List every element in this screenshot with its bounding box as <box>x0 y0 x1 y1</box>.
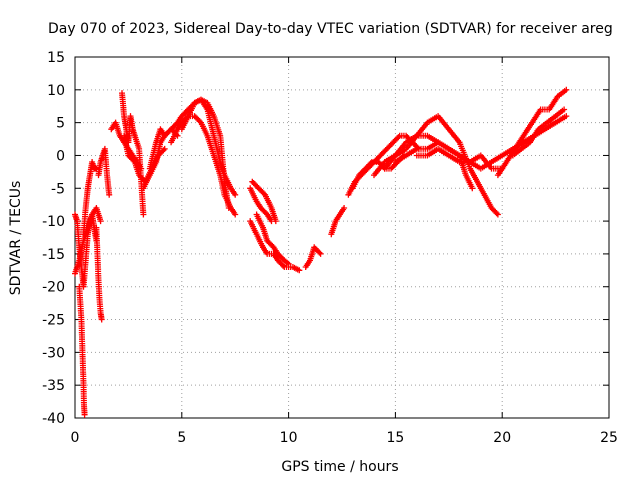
series-track-22 <box>371 113 501 218</box>
x-axis-ticks: 0 5 10 15 20 25 <box>71 57 618 446</box>
data-markers <box>509 106 568 159</box>
data-markers <box>371 113 501 218</box>
y-tick-label: 15 <box>47 50 65 66</box>
series-track-15 <box>247 185 275 225</box>
data-markers <box>72 211 100 290</box>
series-track-13 <box>178 96 232 211</box>
series-track-17 <box>253 211 292 267</box>
data-markers <box>392 113 570 172</box>
y-tick-label: -5 <box>51 181 65 197</box>
data-markers <box>249 178 279 225</box>
data-markers <box>93 224 105 323</box>
series-track-24 <box>392 113 570 172</box>
x-tick-label: 0 <box>71 430 80 446</box>
y-tick-label: 0 <box>56 148 65 164</box>
y-tick-label: 10 <box>47 83 65 99</box>
y-tick-label: -40 <box>42 411 65 427</box>
x-tick-label: 20 <box>493 430 511 446</box>
x-tick-label: 10 <box>280 430 298 446</box>
series-track-19 <box>328 205 348 238</box>
data-markers <box>302 244 324 270</box>
y-axis-label: SDTVAR / TECUs <box>8 181 24 296</box>
x-tick-label: 15 <box>386 430 404 446</box>
series-track-27 <box>509 106 568 159</box>
y-tick-label: 5 <box>56 116 65 132</box>
grid <box>75 57 609 418</box>
data-markers <box>95 145 113 198</box>
series-track-25 <box>413 145 506 172</box>
data-markers <box>80 159 100 238</box>
data-markers <box>328 205 348 238</box>
data-markers <box>178 96 232 211</box>
series-track-26 <box>494 86 570 179</box>
series-track-14 <box>247 218 303 274</box>
series-track-5 <box>93 224 105 323</box>
y-tick-label: -35 <box>42 378 65 394</box>
data-markers <box>247 218 303 274</box>
plot-frame <box>74 56 610 419</box>
chart-title: Day 070 of 2023, Sidereal Day-to-day VTE… <box>48 21 613 37</box>
x-axis-label: GPS time / hours <box>281 459 398 475</box>
y-tick-label: -30 <box>42 345 65 361</box>
series-track-4 <box>80 159 100 238</box>
data-points <box>72 86 570 418</box>
data-markers <box>247 185 275 225</box>
y-tick-label: -15 <box>42 247 65 263</box>
y-axis-ticks: 15 10 5 0 -5 -10 -15 -20 -25 -30 -35 -40 <box>42 50 609 427</box>
x-tick-label: 5 <box>177 430 186 446</box>
y-tick-label: -10 <box>42 214 65 230</box>
series-track-6 <box>95 145 113 198</box>
data-markers <box>253 211 292 267</box>
data-markers <box>76 283 88 418</box>
data-markers <box>413 145 506 172</box>
y-tick-label: -20 <box>42 280 65 296</box>
series-track-16 <box>249 178 279 225</box>
x-tick-label: 25 <box>600 430 618 446</box>
series-track-3 <box>76 283 88 418</box>
series-track-18 <box>302 244 324 270</box>
series-track-2 <box>72 211 100 290</box>
data-markers <box>494 86 570 179</box>
y-tick-label: -25 <box>42 313 65 329</box>
